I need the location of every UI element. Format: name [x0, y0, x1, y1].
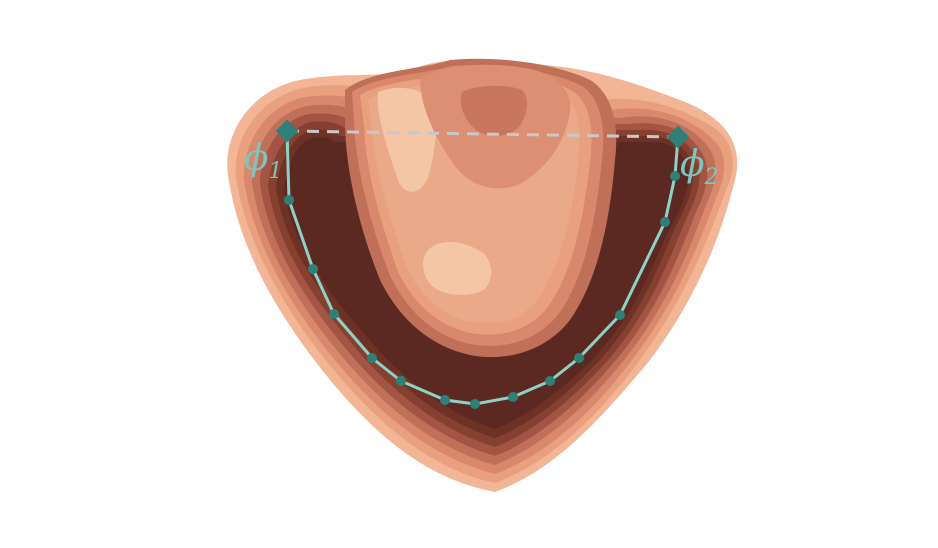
endpoint-label-2: ϕ2: [680, 144, 719, 190]
path-node: [660, 217, 670, 227]
path-node: [440, 395, 450, 405]
path-node: [470, 399, 480, 409]
endpoint-label-2-symbol: ϕ: [680, 144, 705, 185]
path-node: [545, 376, 555, 386]
path-node: [308, 264, 318, 274]
path-node: [396, 376, 406, 386]
endpoint-label-2-subscript: 2: [704, 165, 719, 190]
endpoint-label-1: ϕ1: [244, 138, 283, 184]
path-node: [284, 195, 294, 205]
peak-top-dark-inner: [460, 85, 527, 136]
path-node: [329, 309, 339, 319]
direct-interpolation-link: [286, 129, 679, 139]
endpoint-label-1-subscript: 1: [269, 159, 283, 184]
endpoint-label-1-symbol: ϕ: [244, 138, 269, 179]
path-nodes: [284, 171, 680, 409]
path-node: [574, 353, 584, 363]
peak-bottom-light: [423, 241, 492, 295]
path-node: [670, 171, 680, 181]
path-node: [508, 392, 518, 402]
path-node: [615, 310, 625, 320]
path-node: [367, 353, 377, 363]
peak-top-light: [377, 87, 437, 192]
landscape-peaks: [377, 64, 571, 295]
